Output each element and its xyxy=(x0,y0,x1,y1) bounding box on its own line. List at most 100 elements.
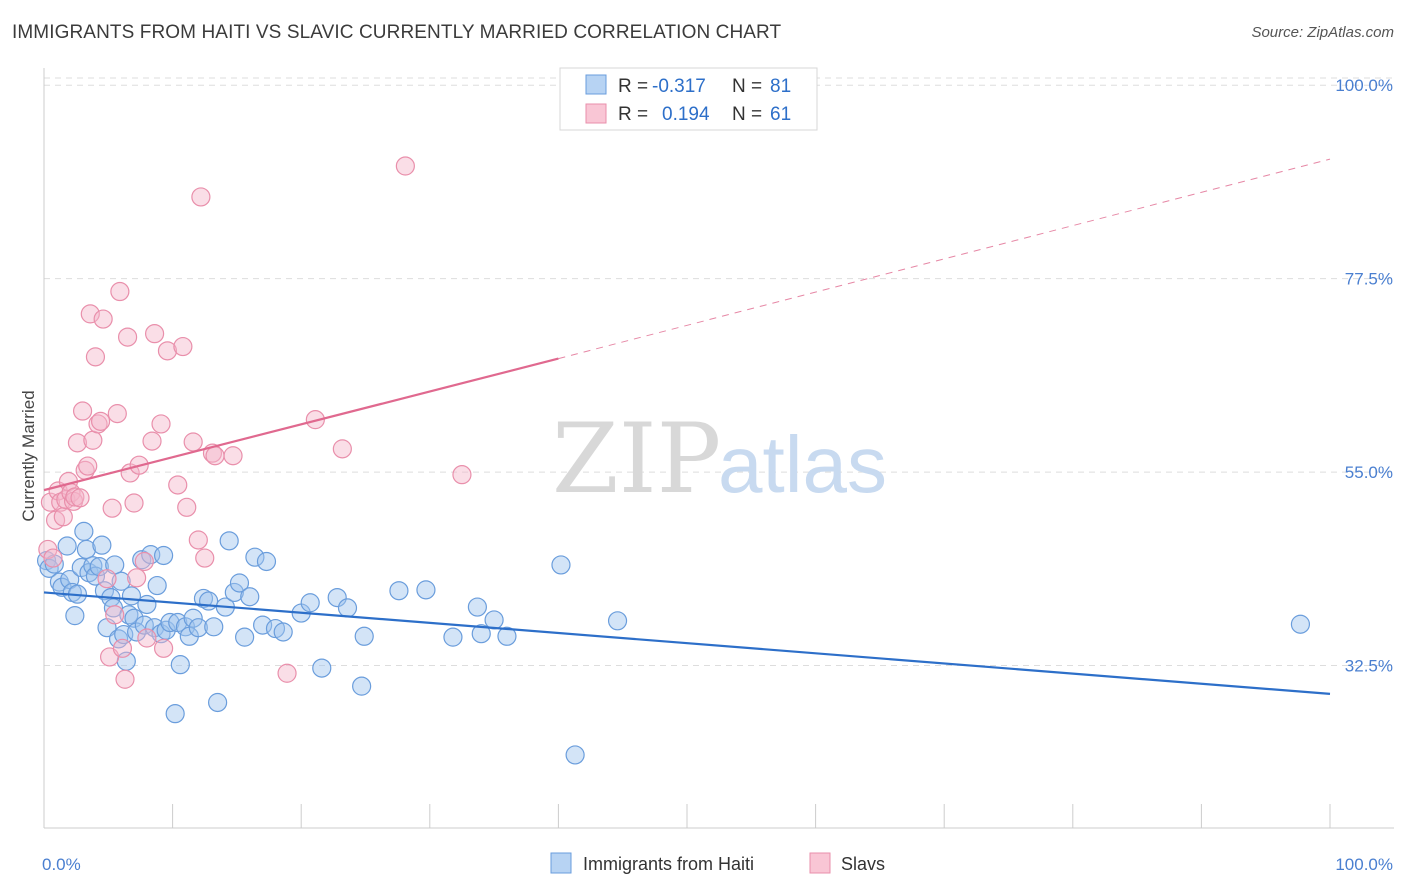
point-slavs-26 xyxy=(105,605,125,625)
point-haiti-15 xyxy=(85,566,106,586)
point-haiti-27 xyxy=(119,605,139,625)
point-slavs-21 xyxy=(90,411,111,431)
point-slavs-45 xyxy=(177,497,197,517)
point-haiti-38 xyxy=(153,545,174,566)
source-credit: Source: ZipAtlas.com xyxy=(1251,24,1394,41)
watermark-zip: ZIP xyxy=(552,403,721,515)
y-tick-label-1: 55.0% xyxy=(1345,463,1393,482)
legend-r-label-slavs: R = xyxy=(618,104,648,125)
y-tick-label-2: 77.5% xyxy=(1345,270,1393,289)
trendline-slavs xyxy=(43,357,559,492)
y-tick-label-3: 100.0% xyxy=(1335,76,1393,95)
point-slavs-39 xyxy=(144,324,165,344)
bottom-legend-swatch-slavs xyxy=(809,852,831,874)
bottom-legend-label-haiti: Immigrants from Haiti xyxy=(583,854,754,874)
bottom-legend: Immigrants from Haiti Slavs xyxy=(550,852,885,874)
point-haiti-53 xyxy=(219,531,239,551)
point-slavs-22 xyxy=(93,309,113,329)
point-slavs-29 xyxy=(112,638,133,658)
y-tick-label-0: 32.5% xyxy=(1345,657,1393,676)
point-haiti-79 xyxy=(607,611,628,631)
point-haiti-41 xyxy=(165,704,185,724)
point-slavs-33 xyxy=(124,493,144,513)
point-haiti-46 xyxy=(183,608,203,628)
point-haiti-68 xyxy=(352,676,372,696)
point-slavs-49 xyxy=(195,548,215,568)
point-slavs-36 xyxy=(134,551,154,572)
point-haiti-62 xyxy=(273,622,293,642)
point-slavs-18 xyxy=(83,430,103,450)
trendline-slavs-extension xyxy=(558,158,1331,360)
point-haiti-24 xyxy=(111,571,131,591)
point-haiti-76 xyxy=(497,626,517,646)
legend-r-value-slavs: 0.194 xyxy=(662,104,710,125)
series-slavs-points xyxy=(38,156,472,689)
y-axis-label: Currently Married xyxy=(19,390,38,521)
point-slavs-41 xyxy=(153,638,174,658)
point-slavs-12 xyxy=(67,433,88,453)
point-slavs-31 xyxy=(117,327,138,347)
point-slavs-20 xyxy=(88,414,108,434)
point-haiti-78 xyxy=(565,745,585,765)
point-slavs-14 xyxy=(72,401,93,421)
trendline-haiti xyxy=(43,591,1331,695)
point-slavs-55 xyxy=(332,439,352,459)
point-haiti-12 xyxy=(76,539,97,560)
point-slavs-17 xyxy=(80,304,100,324)
point-haiti-30 xyxy=(126,622,147,642)
point-haiti-67 xyxy=(337,598,358,618)
point-slavs-42 xyxy=(157,341,178,361)
point-slavs-13 xyxy=(70,488,90,508)
point-haiti-69 xyxy=(354,626,374,646)
point-slavs-30 xyxy=(115,669,135,689)
point-slavs-23 xyxy=(97,569,117,589)
watermark-atlas: atlas xyxy=(718,420,887,509)
point-haiti-64 xyxy=(300,593,320,613)
zipatlas-watermark: ZIP atlas xyxy=(552,403,887,515)
point-haiti-56 xyxy=(235,627,255,647)
point-slavs-47 xyxy=(188,530,208,550)
point-haiti-60 xyxy=(256,551,277,572)
point-haiti-80 xyxy=(1290,614,1311,634)
legend-r-value-haiti: -0.317 xyxy=(652,76,706,97)
point-haiti-65 xyxy=(312,658,332,678)
point-haiti-51 xyxy=(208,692,228,713)
point-haiti-66 xyxy=(327,587,347,608)
point-haiti-40 xyxy=(160,612,180,633)
point-haiti-48 xyxy=(193,588,214,609)
point-slavs-43 xyxy=(168,475,188,495)
legend-n-label-slavs: N = xyxy=(732,104,762,125)
point-slavs-28 xyxy=(110,281,130,302)
point-slavs-16 xyxy=(78,456,98,476)
point-haiti-17 xyxy=(92,535,112,555)
point-slavs-40 xyxy=(151,414,171,434)
legend-swatch-haiti xyxy=(585,74,607,95)
x-tick-labels: 0.0% 100.0% xyxy=(42,855,1393,874)
point-slavs-1 xyxy=(40,492,61,512)
point-slavs-11 xyxy=(65,487,85,507)
legend-r-label-haiti: R = xyxy=(618,76,648,97)
point-haiti-5 xyxy=(57,536,77,556)
point-haiti-72 xyxy=(443,627,463,647)
point-haiti-75 xyxy=(484,610,504,630)
point-slavs-53 xyxy=(277,663,297,683)
point-slavs-44 xyxy=(173,336,193,357)
point-haiti-58 xyxy=(245,547,265,567)
axes xyxy=(43,68,1394,829)
chart-title: IMMIGRANTS FROM HAITI VS SLAVIC CURRENTL… xyxy=(12,22,782,43)
trend-lines xyxy=(43,158,1331,695)
point-haiti-33 xyxy=(137,594,157,615)
legend-n-label-haiti: N = xyxy=(732,76,762,97)
point-haiti-73 xyxy=(467,597,487,617)
point-slavs-38 xyxy=(142,431,162,451)
legend-n-value-haiti: 81 xyxy=(770,76,791,97)
point-haiti-57 xyxy=(240,587,260,607)
point-haiti-43 xyxy=(170,655,190,675)
point-slavs-56 xyxy=(395,156,415,176)
point-haiti-54 xyxy=(224,582,244,603)
point-slavs-52 xyxy=(223,446,243,466)
point-haiti-77 xyxy=(551,555,571,575)
legend-swatch-slavs xyxy=(585,103,607,124)
bottom-legend-swatch-haiti xyxy=(550,852,572,874)
